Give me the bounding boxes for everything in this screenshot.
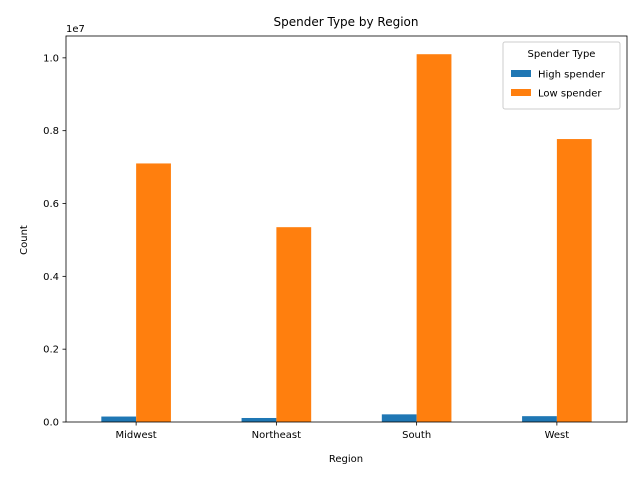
legend-title: Spender Type: [528, 49, 596, 60]
y-axis: 0.0 0.2 0.4 0.6 0.8 1.0: [43, 53, 66, 429]
y-axis-label: Count: [19, 225, 30, 255]
y-tick-label: 0.0: [43, 418, 59, 429]
bar-high-spender-west: [522, 416, 557, 422]
x-axis-label: Region: [329, 454, 363, 465]
y-tick-label: 1.0: [43, 53, 59, 64]
bar-high-spender-midwest: [101, 416, 137, 422]
plot-frame-border: [65, 35, 628, 423]
legend-label: High spender: [538, 70, 606, 81]
x-tick-label: Midwest: [116, 430, 157, 441]
x-tick-label: South: [402, 430, 431, 441]
legend: Spender Type High spender Low spender: [502, 41, 621, 110]
y-tick-label: 0.2: [43, 345, 59, 356]
x-tick-label: Northeast: [252, 430, 301, 441]
bar-low-spender-northeast: [276, 227, 312, 422]
legend-swatch: [511, 70, 531, 77]
bar-low-spender-south: [416, 54, 452, 423]
bar-high-spender-south: [381, 414, 417, 422]
x-tick-label: West: [545, 430, 570, 441]
bar-low-spender-midwest: [136, 163, 171, 422]
legend-label: Low spender: [538, 89, 602, 100]
bar-low-spender-west: [556, 139, 592, 423]
legend-swatch: [511, 89, 531, 96]
y-tick-label: 0.8: [43, 126, 59, 137]
plot-frame: [65, 35, 628, 423]
y-tick-label: 0.4: [43, 272, 59, 283]
chart-title: Spender Type by Region: [274, 15, 419, 29]
bars-layer: [101, 54, 592, 423]
legend-box: [502, 41, 621, 110]
x-axis: Midwest Northeast South West: [116, 422, 570, 441]
y-tick-label: 0.6: [43, 199, 59, 210]
bar-high-spender-northeast: [241, 417, 277, 422]
y-axis-offset-text: 1e7: [66, 24, 85, 35]
